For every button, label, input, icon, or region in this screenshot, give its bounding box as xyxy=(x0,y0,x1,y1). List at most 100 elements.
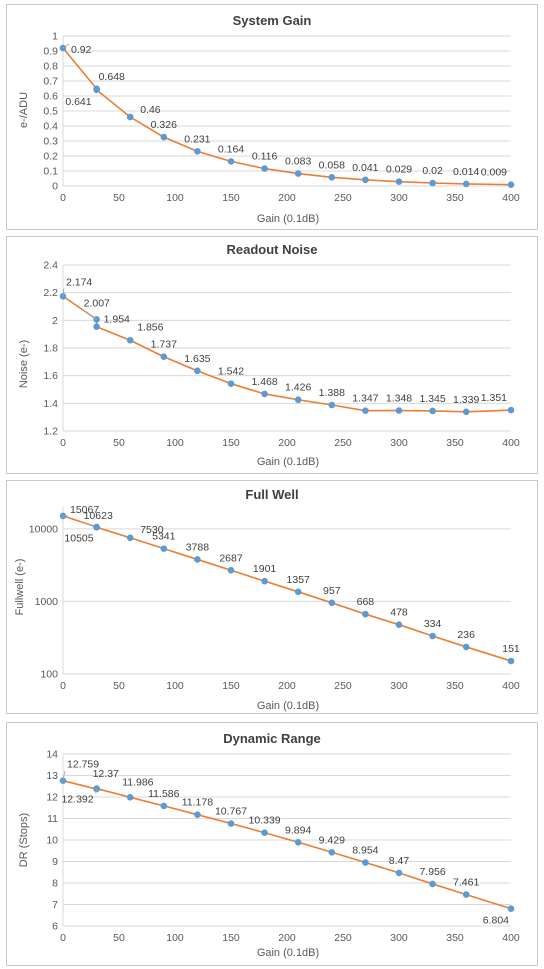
data-label: 0.46 xyxy=(140,104,161,116)
chart-panel-readout-noise: Readout Noise Noise (e-) Gain (0.1dB) 1.… xyxy=(6,236,538,474)
data-point xyxy=(507,181,515,188)
data-point xyxy=(507,406,515,414)
y-tick-label: 0.2 xyxy=(43,151,58,163)
data-label: 10623 xyxy=(84,510,113,522)
y-tick-label: 14 xyxy=(46,749,58,761)
data-point xyxy=(227,566,235,574)
data-point xyxy=(395,407,403,414)
gridlines xyxy=(62,753,511,927)
y-tick-label: 0.7 xyxy=(43,76,58,88)
data-label: 0.92 xyxy=(71,44,92,56)
y-axis-title: DR (Stops) xyxy=(18,813,30,867)
data-point xyxy=(194,811,201,818)
x-tick-label: 350 xyxy=(446,680,464,692)
data-label: 1.954 xyxy=(104,314,130,326)
x-tick-label: 300 xyxy=(390,932,408,944)
y-tick-label: 9 xyxy=(52,856,58,868)
data-point xyxy=(328,174,336,181)
data-point xyxy=(507,905,515,913)
data-label: 9.429 xyxy=(319,834,345,846)
data-point xyxy=(328,599,336,607)
y-tick-label: 0.9 xyxy=(43,46,58,58)
chart-title: Readout Noise xyxy=(226,242,317,257)
y-tick-label: 1.4 xyxy=(43,398,58,410)
data-label: 0.009 xyxy=(481,167,507,179)
y-tick-label: 7 xyxy=(52,899,58,911)
data-label: 0.164 xyxy=(218,143,244,155)
data-label: 0.02 xyxy=(422,165,443,177)
data-label: 1.856 xyxy=(137,321,163,333)
data-point xyxy=(160,545,168,552)
x-tick-label: 250 xyxy=(334,192,352,204)
y-tick-label: 2 xyxy=(52,315,58,327)
x-tick-label: 350 xyxy=(446,192,464,204)
y-tick-label: 2.4 xyxy=(43,260,58,272)
y-tick-label: 0.8 xyxy=(43,61,58,73)
data-label: 957 xyxy=(323,585,341,597)
x-tick-label: 0 xyxy=(60,680,66,692)
data-point xyxy=(462,180,470,188)
x-tick-label: 150 xyxy=(222,437,240,449)
data-label: 0.326 xyxy=(151,119,177,131)
x-tick-label: 250 xyxy=(334,680,352,692)
x-tick-label: 150 xyxy=(222,932,240,944)
data-label: 1.542 xyxy=(218,366,244,378)
x-tick-label: 250 xyxy=(334,437,352,449)
data-point xyxy=(462,891,470,898)
dynamic-range-chart: Dynamic Range DR (Stops) Gain (0.1dB) 6 7… xyxy=(18,731,520,959)
data-label: 2.174 xyxy=(66,276,92,288)
x-tick-label: 50 xyxy=(113,437,125,449)
x-tick-label: 400 xyxy=(502,932,520,944)
data-label: 12.392 xyxy=(61,794,93,806)
data-point xyxy=(462,643,470,651)
data-point xyxy=(395,178,403,185)
full-well-chart: Full Well Fullwell (e-) Gain (0.1dB) 100… xyxy=(14,487,520,712)
data-point xyxy=(294,170,302,177)
gridlines xyxy=(62,507,511,675)
y-axis-title: e-/ADU xyxy=(18,92,30,128)
data-point xyxy=(328,848,336,856)
x-tick-label: 300 xyxy=(390,437,408,449)
data-label: 10.339 xyxy=(249,815,281,827)
data-point xyxy=(395,869,403,877)
data-label: 334 xyxy=(424,618,442,630)
x-tick-label: 300 xyxy=(390,680,408,692)
data-point xyxy=(261,829,268,837)
x-tick-label: 250 xyxy=(334,932,352,944)
data-point xyxy=(507,657,515,665)
data-label: 9.894 xyxy=(285,824,311,836)
data-label: 12.37 xyxy=(93,768,119,780)
y-axis-title: Noise (e-) xyxy=(18,340,30,388)
x-axis-title: Gain (0.1dB) xyxy=(257,456,319,468)
data-point xyxy=(126,534,134,542)
data-label: 11.178 xyxy=(182,797,213,809)
y-tick-label: 0.3 xyxy=(43,136,58,148)
data-label: 8.954 xyxy=(352,844,378,856)
data-label: 7.461 xyxy=(453,877,479,889)
x-tick-label: 150 xyxy=(222,680,240,692)
data-label: 1.635 xyxy=(184,353,210,365)
data-label: 11.986 xyxy=(122,776,153,788)
data-point xyxy=(126,794,134,801)
data-point xyxy=(227,820,235,827)
data-point xyxy=(462,408,470,416)
data-label: 0.014 xyxy=(453,166,479,178)
label-leader-line xyxy=(81,309,97,320)
x-tick-label: 100 xyxy=(166,932,184,944)
data-point xyxy=(429,880,436,888)
data-label: 1.351 xyxy=(481,392,507,404)
x-tick-label: 350 xyxy=(446,437,464,449)
x-tick-label: 200 xyxy=(278,680,296,692)
data-label: 1.348 xyxy=(386,393,412,405)
chart-panel-system-gain: System Gain e-/ADU Gain (0.1dB) 0 0.1 0.2 0… xyxy=(6,4,538,230)
data-label: 0.083 xyxy=(285,156,311,168)
y-tick-label: 0.1 xyxy=(43,166,58,178)
data-label: 1.737 xyxy=(151,339,177,351)
data-label: 1.347 xyxy=(352,393,378,405)
data-point xyxy=(294,588,302,596)
data-point xyxy=(294,838,302,846)
y-tick-label: 12 xyxy=(46,792,58,804)
data-point xyxy=(93,86,100,94)
x-tick-label: 100 xyxy=(166,437,184,449)
x-tick-label: 0 xyxy=(60,192,66,204)
